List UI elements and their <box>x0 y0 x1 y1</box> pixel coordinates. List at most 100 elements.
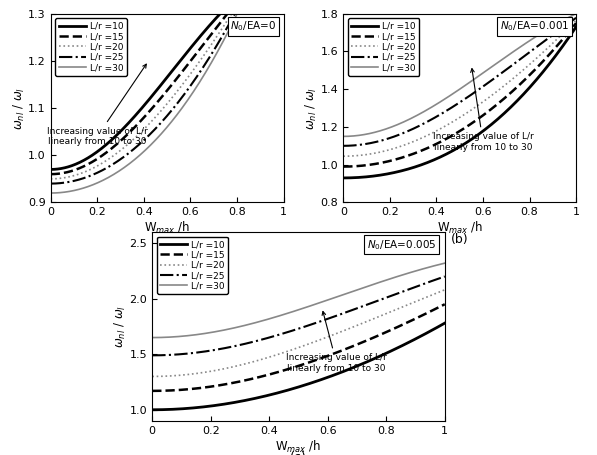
L/r =15 <box>123 132 130 138</box>
L/r =10 <box>340 175 347 181</box>
L/r =15 <box>360 339 367 344</box>
Text: (a): (a) <box>158 233 176 246</box>
L/r =25 <box>333 313 340 318</box>
L/r =25 <box>264 335 272 341</box>
L/r =15 <box>244 377 251 383</box>
L/r =15 <box>361 339 368 344</box>
L/r =25 <box>340 143 347 148</box>
L/r =30 <box>432 102 439 107</box>
L/r =25 <box>573 15 580 20</box>
Y-axis label: $\omega_{nl}$ / $\omega_l$: $\omega_{nl}$ / $\omega_l$ <box>113 305 128 348</box>
L/r =20 <box>139 127 146 133</box>
L/r =20 <box>360 320 367 326</box>
Line: L/r =25: L/r =25 <box>343 18 576 146</box>
Y-axis label: $\omega_{nl}$ / $\omega_l$: $\omega_{nl}$ / $\omega_l$ <box>12 86 27 130</box>
L/r =20 <box>509 76 516 82</box>
L/r =25 <box>368 140 375 146</box>
L/r =15 <box>184 387 191 392</box>
L/r =10 <box>333 371 340 377</box>
L/r =30 <box>184 333 191 339</box>
L/r =25 <box>193 73 201 79</box>
Line: L/r =10: L/r =10 <box>343 27 576 178</box>
L/r =10 <box>441 320 448 326</box>
L/r =20 <box>416 136 423 142</box>
Text: Increasing value of L/r
linearly from 10 to 30: Increasing value of L/r linearly from 10… <box>433 69 533 152</box>
L/r =10 <box>47 167 54 172</box>
X-axis label: W$_{max}$ /h: W$_{max}$ /h <box>275 439 322 455</box>
L/r =10 <box>123 122 130 128</box>
Legend: L/r =10, L/r =15, L/r =20, L/r =25, L/r =30: L/r =10, L/r =15, L/r =20, L/r =25, L/r … <box>157 237 228 294</box>
Text: Increasing value of L/r
linearly from 10 to 30: Increasing value of L/r linearly from 10… <box>286 312 387 373</box>
L/r =10 <box>216 11 223 17</box>
L/r =25 <box>441 274 448 279</box>
L/r =25 <box>216 39 223 45</box>
L/r =30 <box>139 150 146 155</box>
L/r =15 <box>486 107 493 113</box>
L/r =30 <box>361 284 368 290</box>
L/r =30 <box>340 134 347 139</box>
L/r =25 <box>139 138 146 144</box>
L/r =25 <box>486 79 493 85</box>
L/r =30 <box>47 190 54 196</box>
L/r =20 <box>432 129 439 134</box>
Text: (b): (b) <box>451 233 469 246</box>
L/r =30 <box>509 50 516 55</box>
L/r =30 <box>123 163 130 168</box>
Line: L/r =15: L/r =15 <box>51 0 284 174</box>
L/r =20 <box>244 360 251 366</box>
L/r =25 <box>432 115 439 120</box>
L/r =25 <box>75 177 82 182</box>
L/r =10 <box>139 104 146 110</box>
L/r =15 <box>139 116 146 121</box>
Line: L/r =10: L/r =10 <box>152 323 445 410</box>
L/r =30 <box>216 47 223 52</box>
L/r =15 <box>149 388 156 394</box>
L/r =30 <box>333 294 340 300</box>
L/r =15 <box>193 50 201 55</box>
Text: $N_0$/EA=0: $N_0$/EA=0 <box>230 19 276 33</box>
L/r =25 <box>360 303 367 308</box>
L/r =25 <box>184 351 191 356</box>
L/r =25 <box>47 181 54 187</box>
L/r =15 <box>508 90 515 95</box>
L/r =20 <box>264 355 272 360</box>
L/r =30 <box>441 260 448 266</box>
L/r =10 <box>573 24 580 30</box>
L/r =20 <box>361 319 368 325</box>
L/r =10 <box>509 103 516 108</box>
L/r =10 <box>416 163 423 168</box>
Y-axis label: $\omega_{nl}$ / $\omega_l$: $\omega_{nl}$ / $\omega_l$ <box>304 86 319 130</box>
L/r =30 <box>368 131 375 136</box>
Line: L/r =20: L/r =20 <box>152 290 445 376</box>
L/r =30 <box>193 83 201 89</box>
L/r =30 <box>416 111 423 117</box>
L/r =10 <box>193 37 201 43</box>
L/r =20 <box>75 172 82 177</box>
L/r =15 <box>264 372 272 378</box>
L/r =10 <box>75 160 82 166</box>
L/r =30 <box>508 51 515 56</box>
L/r =15 <box>573 20 580 26</box>
L/r =25 <box>416 123 423 129</box>
Text: (c): (c) <box>290 451 307 455</box>
L/r =20 <box>333 331 340 336</box>
L/r =30 <box>264 316 272 322</box>
L/r =20 <box>184 372 191 377</box>
L/r =15 <box>47 172 54 177</box>
L/r =25 <box>508 63 515 69</box>
Line: L/r =30: L/r =30 <box>343 14 576 136</box>
L/r =30 <box>149 335 156 340</box>
L/r =30 <box>216 45 223 50</box>
Line: L/r =15: L/r =15 <box>152 304 445 391</box>
L/r =10 <box>360 361 367 366</box>
L/r =10 <box>184 406 191 411</box>
L/r =25 <box>244 340 251 346</box>
L/r =30 <box>573 11 580 16</box>
Line: L/r =25: L/r =25 <box>51 0 284 183</box>
L/r =10 <box>264 393 272 398</box>
L/r =15 <box>368 162 375 167</box>
Line: L/r =20: L/r =20 <box>51 0 284 179</box>
L/r =30 <box>75 187 82 192</box>
L/r =30 <box>244 322 251 328</box>
Line: L/r =30: L/r =30 <box>152 263 445 338</box>
